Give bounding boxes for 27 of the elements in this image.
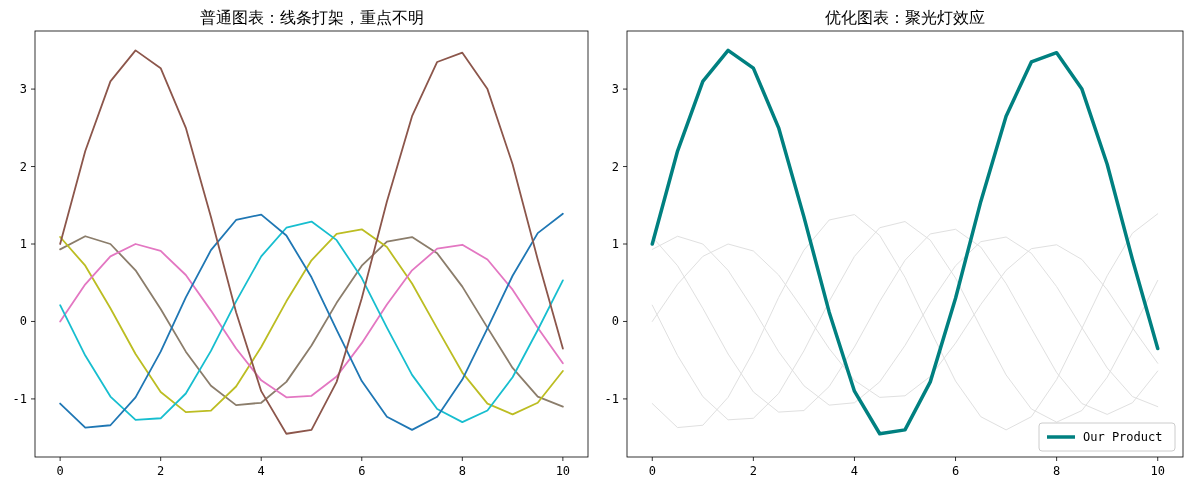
line-series [59,49,564,435]
y-tick-label: 1 [19,237,27,251]
y-tick-label: 3 [611,82,619,97]
x-tick-label: 10 [555,464,571,478]
chart-title: 普通图表：线条打架，重点不明 [199,8,424,27]
y-tick-label: 2 [19,159,27,174]
chart-title: 优化图表：聚光灯效应 [825,8,985,27]
y-tick-label: -1 [604,391,619,406]
x-tick-label: 4 [850,464,859,478]
y-tick-label: 0 [611,314,619,329]
y-tick-label: 3 [19,82,27,97]
x-tick-label: 2 [749,464,757,478]
x-tick-label: 8 [1053,464,1061,478]
x-tick-label: 6 [358,464,366,478]
x-tick-label: 6 [951,464,960,478]
y-tick-label: 2 [611,159,619,174]
x-tick-label: 0 [56,464,64,478]
y-tick-label: -1 [12,391,27,406]
x-tick-label: 0 [648,464,656,478]
x-tick-label: 8 [458,464,466,478]
x-tick-label: 10 [1150,464,1165,478]
y-tick-label: 1 [611,237,619,251]
y-tick-label: 0 [19,314,27,329]
legend-label: Our Product [1083,430,1163,444]
x-tick-label: 2 [157,464,165,478]
x-tick-label: 4 [257,464,265,478]
legend: Our Product [1038,422,1176,452]
